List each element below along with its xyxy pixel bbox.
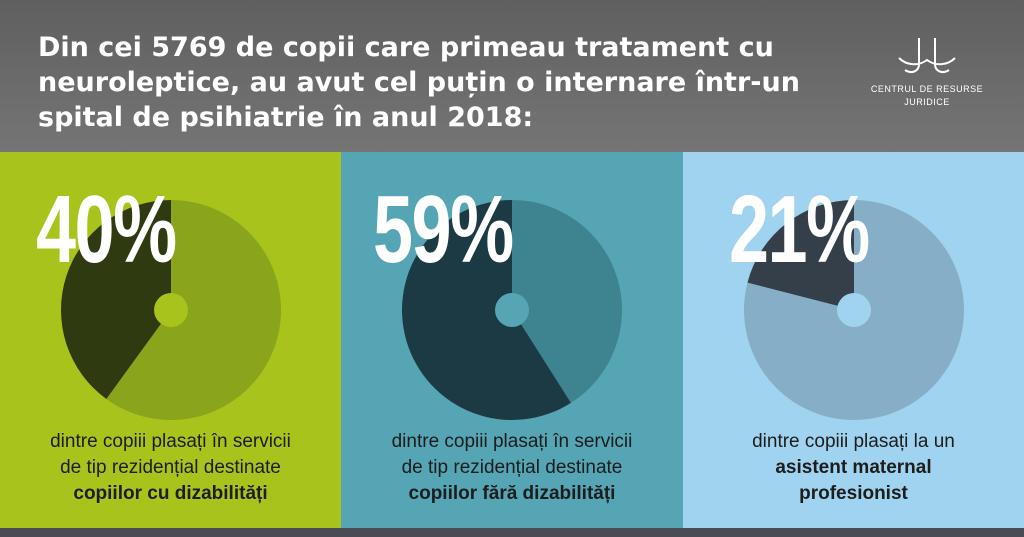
- percent-label-2: 59%: [373, 176, 514, 283]
- logo-text-line2: JURIDICE: [904, 97, 950, 107]
- stat-panel-3: 21% dintre copiii plasați la un asistent…: [683, 152, 1024, 528]
- caption-3-bold-1: asistent maternal: [775, 457, 932, 478]
- caption-1-line-2: de tip rezidențial destinate: [60, 457, 281, 478]
- caption-3: dintre copiii plasați la un asistent mat…: [683, 429, 1024, 507]
- percent-label-1: 40%: [36, 176, 177, 283]
- pie-slice-dark-2: [402, 200, 571, 421]
- caption-3-bold-2: profesionist: [799, 483, 908, 504]
- pie-chart-2: [402, 200, 623, 421]
- caption-1-bold-1: copiilor cu dizabilități: [73, 483, 268, 504]
- page-title: Din cei 5769 de copii care primeau trata…: [38, 32, 800, 133]
- pie-hole-3: [837, 293, 871, 327]
- logo-text-line1: CENTRUL DE RESURSE: [870, 84, 984, 94]
- stat-panel-1: 40% dintre copiii plasați în servicii de…: [0, 152, 341, 528]
- pie-slice-dark-3: [747, 200, 854, 310]
- logo-mark-icon: [898, 38, 956, 73]
- pie-slice-dark-1: [60, 200, 171, 399]
- bottom-strip: [0, 528, 1024, 537]
- percent-label-3: 21%: [729, 176, 870, 283]
- stat-panel-2: 59% dintre copiii plasați în servicii de…: [341, 152, 683, 528]
- caption-2-line-1: dintre copiii plasați în servicii: [391, 431, 633, 452]
- caption-2-line-2: de tip rezidențial destinate: [401, 457, 623, 478]
- pie-hole-2: [495, 293, 529, 327]
- caption-3-line-1: dintre copiii plasați la un: [752, 431, 955, 452]
- caption-1-line-1: dintre copiii plasați în servicii: [50, 431, 291, 452]
- caption-2: dintre copiii plasați în servicii de tip…: [341, 429, 683, 507]
- logo: CENTRUL DE RESURSE JURIDICE: [862, 34, 992, 124]
- pie-chart-1: [60, 200, 281, 421]
- pie-slice-light-2: [512, 200, 623, 403]
- pie-slice-light-1: [106, 200, 281, 421]
- header-banner: Din cei 5769 de copii care primeau trata…: [0, 0, 1024, 152]
- caption-2-bold-1: copiilor fără dizabilități: [408, 483, 616, 504]
- caption-1: dintre copiii plasați în servicii de tip…: [0, 429, 341, 507]
- pie-hole-1: [154, 293, 188, 327]
- pie-chart-3: [744, 200, 965, 421]
